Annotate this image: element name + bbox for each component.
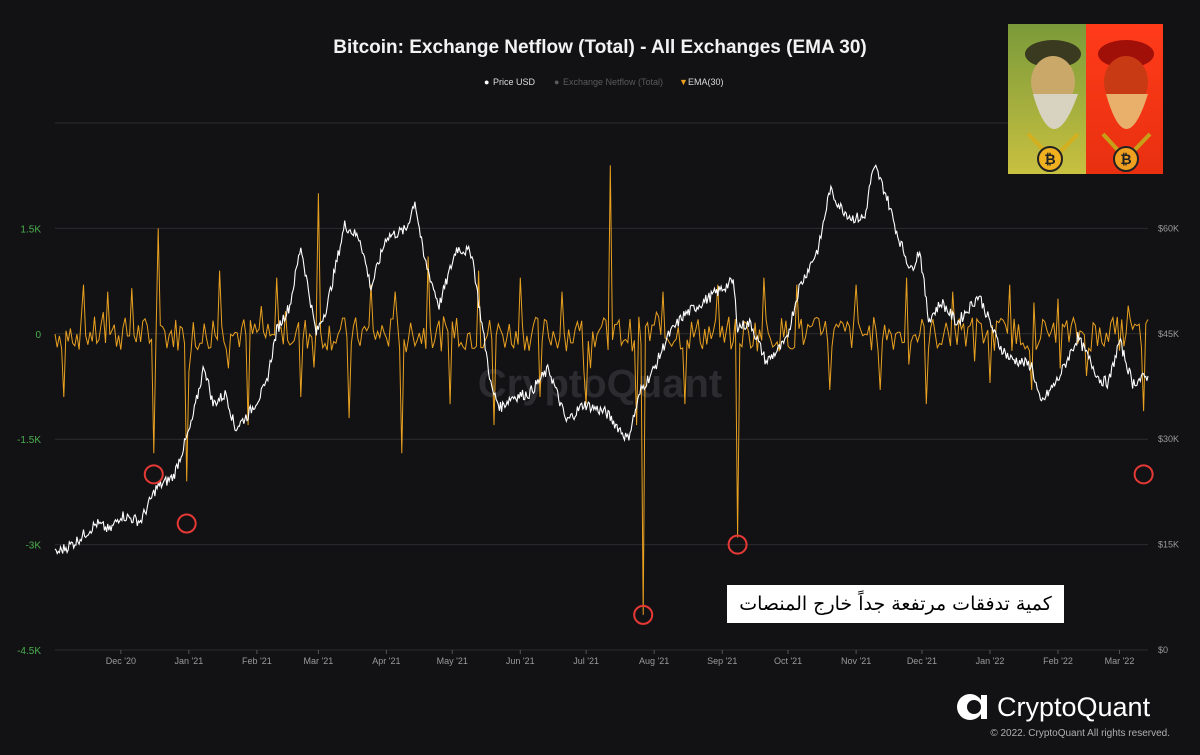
cryptoquant-logo-icon — [957, 694, 987, 720]
x-tick-label: Nov '21 — [841, 656, 871, 666]
svg-text:₿: ₿ — [1044, 151, 1055, 167]
bitcoin-coin-icon — [1113, 146, 1139, 172]
x-tick-label: Mar '21 — [304, 656, 334, 666]
chart-title: Bitcoin: Exchange Netflow (Total) - All … — [333, 37, 866, 58]
price-series — [54, 164, 1149, 556]
y-right-tick-label: $0 — [1158, 645, 1168, 655]
ema-series — [54, 165, 1149, 615]
copyright-text: © 2022. CryptoQuant All rights reserved. — [990, 728, 1170, 739]
legend-item[interactable]: Price USD — [493, 77, 536, 87]
x-tick-label: Mar '22 — [1105, 656, 1135, 666]
x-tick-label: Aug '21 — [639, 656, 669, 666]
legend-marker: ▼ — [679, 77, 688, 87]
x-axis: Dec '20 Jan '21 Feb '21 Mar '21 Apr '21 May '… — [106, 650, 1135, 666]
legend-marker: ● — [484, 77, 489, 87]
grid-lines — [55, 122, 1148, 651]
price-line — [54, 164, 1149, 556]
x-tick-label: Jan '21 — [175, 656, 204, 666]
x-tick-label: Jan '22 — [976, 656, 1005, 666]
brand-logo: CryptoQuant — [955, 690, 1150, 724]
annotation-circle — [727, 534, 748, 555]
y-left-tick-label: 1.5K — [20, 224, 41, 235]
x-tick-label: Jun '21 — [506, 656, 535, 666]
svg-text:₿: ₿ — [1120, 151, 1131, 167]
y-right-tick-label: $30K — [1158, 434, 1179, 444]
x-tick-label: Dec '20 — [106, 656, 136, 666]
annotation-markers — [143, 464, 1154, 625]
watermark: CryptoQuant — [478, 362, 722, 406]
legend-marker: ● — [554, 77, 559, 87]
y-right-tick-label: $45K — [1158, 329, 1179, 339]
x-tick-label: Feb '22 — [1043, 656, 1073, 666]
y-left-tick-label: -4.5K — [17, 646, 41, 657]
annotation-circle — [1133, 464, 1154, 485]
portrait-art: ₿ ₿ — [1008, 24, 1163, 174]
ema-line — [54, 165, 1149, 615]
x-tick-label: Apr '21 — [372, 656, 400, 666]
x-tick-label: May '21 — [437, 656, 468, 666]
x-tick-label: Sep '21 — [707, 656, 737, 666]
bitcoin-coin-icon — [1037, 146, 1063, 172]
legend-item[interactable]: EMA(30) — [688, 77, 724, 87]
x-tick-label: Dec '21 — [907, 656, 937, 666]
y-axis-left: 1.5K 0 -1.5K -3K -4.5K — [17, 224, 41, 657]
chart-legend: ● Price USD ● Exchange Netflow (Total) ▼ EMA(… — [484, 77, 724, 87]
y-left-tick-label: 0 — [35, 330, 41, 341]
y-axis-right: $60K $45K $30K $15K $0 — [1158, 223, 1179, 655]
y-right-tick-label: $15K — [1158, 540, 1179, 550]
annotation-circle — [176, 513, 197, 534]
x-tick-label: Jul '21 — [573, 656, 599, 666]
annotation-callout: كمية تدفقات مرتفعة جداً خارج المنصات — [727, 585, 1064, 623]
x-tick-label: Oct '21 — [774, 656, 802, 666]
y-left-tick-label: -3K — [25, 541, 41, 552]
legend-item[interactable]: Exchange Netflow (Total) — [563, 77, 663, 87]
y-left-tick-label: -1.5K — [17, 435, 41, 446]
annotation-circle — [143, 464, 164, 485]
x-tick-label: Feb '21 — [242, 656, 272, 666]
y-right-tick-label: $60K — [1158, 223, 1179, 233]
annotation-circle — [633, 604, 654, 625]
brand-name: CryptoQuant — [997, 691, 1151, 722]
bitcoin-portrait-image: ₿ ₿ — [1008, 24, 1163, 174]
